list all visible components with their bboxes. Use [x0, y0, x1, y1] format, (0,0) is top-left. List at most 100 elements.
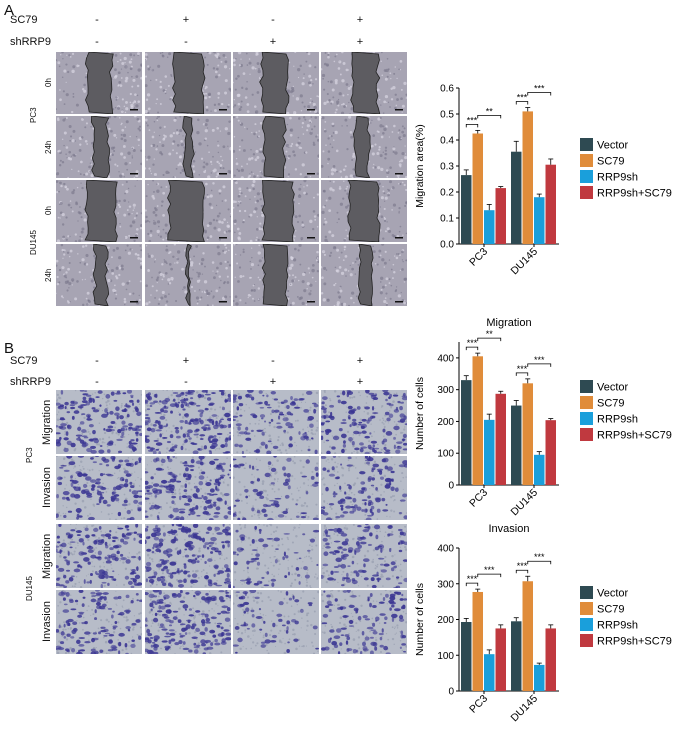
panel-a-sc79-label: SC79 — [10, 14, 38, 26]
significance-label: *** — [484, 565, 495, 575]
x-tick-label: PC3 — [467, 693, 490, 716]
legend-label: Vector — [597, 140, 629, 152]
bar-sc79-pc3 — [473, 356, 484, 485]
bar-sc79-du145 — [523, 581, 534, 691]
wound-image-r4-c4 — [321, 244, 407, 306]
legend-swatch — [580, 412, 593, 425]
panel-a-sign-sc79-2: + — [179, 14, 193, 26]
wound-image-r1-c1 — [56, 52, 142, 114]
wound-image-r1-c3 — [233, 52, 319, 114]
panel-a-timepoint-du145-0h: 0h — [44, 180, 56, 242]
wound-image-r3-c4 — [321, 180, 407, 242]
bar-vector-pc3 — [461, 175, 472, 244]
legend-label: SC79 — [597, 156, 625, 168]
transwell-image-r4-c1 — [56, 590, 142, 654]
legend-swatch — [580, 186, 593, 199]
significance-label: ** — [486, 329, 494, 339]
transwell-image-r2-c2 — [145, 456, 231, 520]
y-tick-label: 0.5 — [440, 110, 454, 121]
wound-image-r4-c2 — [145, 244, 231, 306]
y-axis-label: Number of cells — [414, 583, 426, 656]
bar-rrp9sh-pc3 — [484, 420, 495, 485]
panel-b-sign-sc79-3: - — [266, 355, 280, 367]
wound-image-r4-c1 — [56, 244, 142, 306]
bar-sc79-pc3 — [473, 134, 484, 245]
legend-swatch — [580, 154, 593, 167]
panel-b-sign-sh-4: + — [353, 376, 367, 388]
panel-a-sign-sh-1: - — [90, 36, 104, 48]
legend-label: RRP9sh+SC79 — [597, 430, 672, 442]
panel-b-assay-pc3-migration: Migration — [41, 390, 55, 454]
bar-sc79-du145 — [523, 383, 534, 485]
y-tick-label: 0.2 — [440, 188, 454, 199]
y-tick-label: 0.0 — [440, 240, 454, 251]
transwell-image-r4-c2 — [145, 590, 231, 654]
bar-rrp9sh-du145 — [534, 455, 545, 485]
bar-vector-du145 — [511, 621, 522, 691]
bar-rrp9sh-sc79-pc3 — [496, 188, 507, 244]
panel-a-timepoint-du145-24h: 24h — [44, 244, 56, 306]
significance-label: *** — [534, 552, 545, 562]
transwell-image-r3-c4 — [321, 524, 407, 588]
y-tick-label: 300 — [437, 385, 454, 396]
transwell-image-r1-c3 — [233, 390, 319, 454]
panel-a-sign-sh-2: - — [179, 36, 193, 48]
significance-label: *** — [534, 355, 545, 365]
y-tick-label: 400 — [437, 353, 454, 364]
legend-label: SC79 — [597, 398, 625, 410]
significance-label: *** — [467, 338, 478, 348]
panel-a-cellline-pc3: PC3 — [29, 52, 41, 178]
transwell-image-r1-c4 — [321, 390, 407, 454]
bar-rrp9sh-pc3 — [484, 654, 495, 691]
legend-swatch — [580, 138, 593, 151]
y-tick-label: 0.1 — [440, 214, 454, 225]
panel-b-cellline-pc3: PC3 — [25, 390, 37, 520]
legend-label: RRP9sh+SC79 — [597, 636, 672, 648]
legend-swatch — [580, 586, 593, 599]
wound-image-r3-c2 — [145, 180, 231, 242]
transwell-image-r3-c1 — [56, 524, 142, 588]
panel-b-sign-sh-3: + — [266, 376, 280, 388]
legend-label: Vector — [597, 382, 629, 394]
bar-rrp9sh-sc79-du145 — [546, 165, 557, 244]
bar-sc79-pc3 — [473, 592, 484, 691]
y-axis-label: Migration area(%) — [414, 124, 426, 207]
wound-image-r1-c4 — [321, 52, 407, 114]
bar-rrp9sh-sc79-du145 — [546, 628, 557, 691]
panel-a-shrrp9-label: shRRP9 — [10, 36, 51, 48]
panel-b-sign-sh-2: - — [179, 376, 193, 388]
y-tick-label: 0.4 — [440, 136, 454, 147]
legend-label: SC79 — [597, 604, 625, 616]
y-tick-label: 100 — [437, 651, 454, 662]
y-tick-label: 400 — [437, 544, 454, 555]
significance-label: *** — [517, 364, 528, 374]
y-tick-label: 300 — [437, 579, 454, 590]
legend-swatch — [580, 634, 593, 647]
transwell-image-r1-c1 — [56, 390, 142, 454]
transwell-image-r4-c3 — [233, 590, 319, 654]
legend-label: RRP9sh — [597, 620, 638, 632]
y-axis-label: Number of cells — [414, 377, 426, 450]
significance-label: *** — [517, 93, 528, 103]
bar-vector-du145 — [511, 406, 522, 485]
y-tick-label: 100 — [437, 449, 454, 460]
legend-swatch — [580, 380, 593, 393]
bar-rrp9sh-sc79-pc3 — [496, 394, 507, 485]
panel-b-shrrp9-label: shRRP9 — [10, 376, 51, 388]
transwell-image-r4-c4 — [321, 590, 407, 654]
bar-rrp9sh-du145 — [534, 665, 545, 691]
panel-b-assay-du145-invasion: Invasion — [41, 590, 55, 654]
y-tick-label: 200 — [437, 417, 454, 428]
y-tick-label: 0.6 — [440, 84, 454, 95]
significance-label: *** — [467, 574, 478, 584]
wound-image-r1-c2 — [145, 52, 231, 114]
legend-swatch — [580, 602, 593, 615]
transwell-image-r2-c4 — [321, 456, 407, 520]
transwell-image-r2-c3 — [233, 456, 319, 520]
transwell-image-r3-c2 — [145, 524, 231, 588]
panel-b-sign-sh-1: - — [90, 376, 104, 388]
significance-label: ** — [486, 106, 494, 116]
